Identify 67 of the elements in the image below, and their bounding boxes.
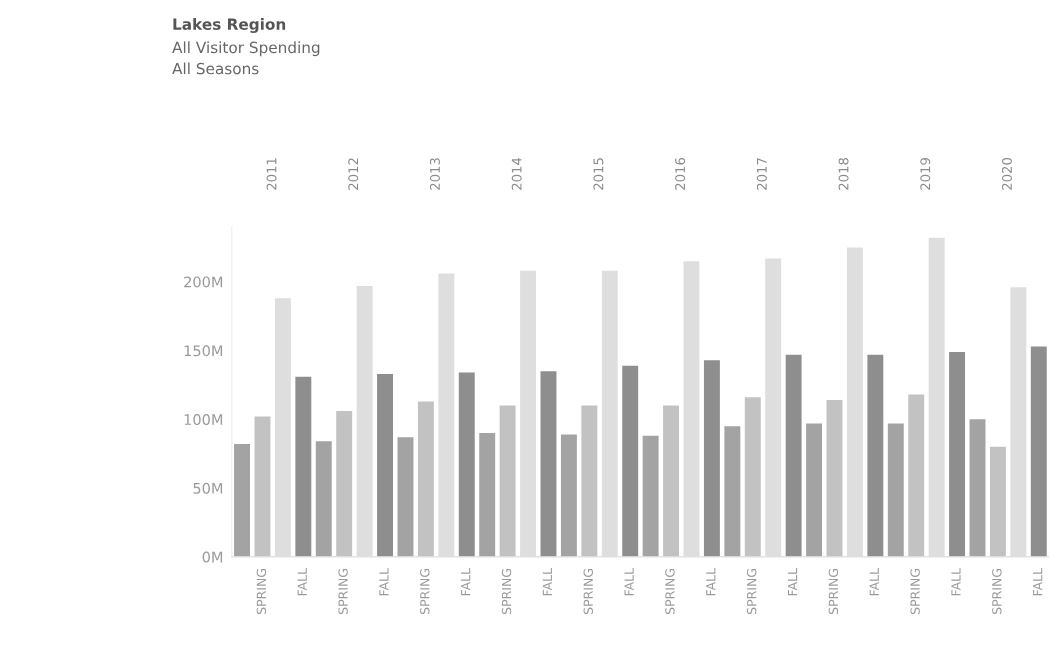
bar <box>969 419 986 557</box>
x-tick-label: FALL <box>542 568 552 596</box>
bar <box>744 397 761 557</box>
bar <box>458 372 475 557</box>
bar <box>949 351 966 557</box>
x-tick-label: FALL <box>1033 568 1043 596</box>
y-tick-label: 200M <box>184 276 223 288</box>
bar <box>540 371 557 557</box>
bar <box>622 365 639 557</box>
bar <box>336 411 353 557</box>
bar <box>397 437 414 557</box>
x-tick-label: SPRING <box>583 568 593 615</box>
chart-subtitle: All Visitor Spending All Seasons <box>172 41 320 75</box>
bar <box>826 400 843 557</box>
x-tick-label: FALL <box>951 568 961 596</box>
bar <box>642 435 659 557</box>
text: 2013 <box>429 158 440 190</box>
text: 2011 <box>266 158 277 190</box>
bar <box>867 354 884 557</box>
x-tick-label: FALL <box>461 568 471 596</box>
bar <box>560 434 577 557</box>
bar <box>908 394 925 557</box>
y-tick-label: 100M <box>184 414 223 426</box>
bar <box>785 354 802 557</box>
y-tick-label: 150M <box>184 345 223 357</box>
x-tick-label: FALL <box>379 568 389 596</box>
x-tick-label: SPRING <box>992 568 1002 615</box>
text: 2019 <box>920 158 931 190</box>
text: 2015 <box>593 158 604 190</box>
text: 2020 <box>1001 158 1012 190</box>
bar <box>499 405 516 557</box>
x-tick-label: SPRING <box>501 568 512 615</box>
x-tick-label: SPRING <box>338 568 348 615</box>
bar <box>887 423 904 557</box>
bar <box>234 444 251 557</box>
text: 2014 <box>511 157 522 190</box>
bar <box>315 441 332 557</box>
x-tick-label: FALL <box>869 568 879 596</box>
x-tick-label: SPRING <box>420 568 430 615</box>
chart-title: Lakes Region <box>173 18 286 33</box>
text: 2017 <box>756 158 767 190</box>
x-tick-label: SPRING <box>746 568 757 615</box>
y-tick-label: 0M <box>202 551 223 563</box>
bar <box>1030 346 1047 557</box>
x-tick-label: SPRING <box>665 568 675 615</box>
x-tick-label: SPRING <box>828 568 839 615</box>
bar <box>663 405 680 557</box>
x-tick-label: SPRING <box>256 568 267 615</box>
x-tick-label: FALL <box>624 568 634 596</box>
bar <box>417 401 434 557</box>
bar <box>377 373 394 557</box>
bar <box>479 433 496 557</box>
x-tick-label: FALL <box>787 568 798 596</box>
x-tick-label: FALL <box>706 568 716 596</box>
bar <box>581 405 598 557</box>
bar <box>295 376 312 557</box>
bar <box>254 416 271 557</box>
text: 2018 <box>838 158 849 190</box>
x-tick-label: SPRING <box>910 568 920 615</box>
y-tick-label: 50M <box>193 482 223 494</box>
bar <box>724 426 741 557</box>
text: 2016 <box>675 157 686 190</box>
x-tick-label: FALL <box>297 568 307 596</box>
text: 2012 <box>348 158 359 190</box>
bar <box>806 423 823 557</box>
bar <box>989 446 1006 557</box>
bar <box>703 360 720 557</box>
